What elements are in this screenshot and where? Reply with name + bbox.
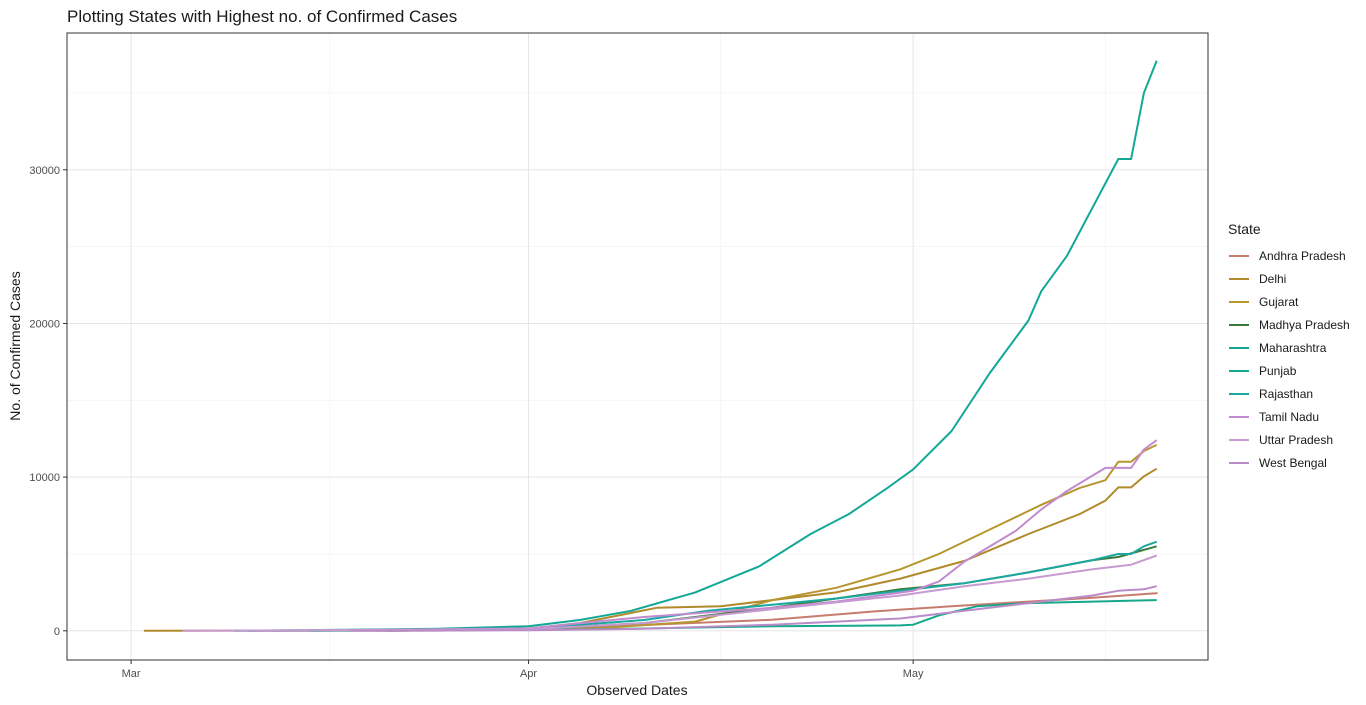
y-axis-title: No. of Confirmed Cases [7, 271, 23, 420]
legend-label: Rajasthan [1259, 387, 1313, 401]
legend: State Andhra Pradesh Delhi Gujarat Madhya P… [1228, 221, 1350, 470]
legend-label: Delhi [1259, 272, 1286, 286]
x-axis-title: Observed Dates [586, 682, 687, 698]
chart-title: Plotting States with Highest no. of Conf… [67, 7, 457, 26]
legend-label: Uttar Pradesh [1259, 433, 1333, 447]
y-tick-label: 0 [54, 626, 60, 638]
legend-label: Maharashtra [1259, 341, 1327, 355]
series-lines [143, 60, 1158, 632]
grid-minor [67, 33, 1208, 660]
legend-label: Tamil Nadu [1259, 410, 1319, 424]
legend-label: Madhya Pradesh [1259, 318, 1350, 332]
legend-label: Punjab [1259, 364, 1297, 378]
y-axis: 0 10000 20000 30000 [29, 165, 67, 638]
series-line-west-bengal [348, 585, 1157, 632]
series-line-uttar-pradesh [182, 554, 1158, 632]
x-tick-label: Mar [122, 668, 141, 680]
legend-title: State [1228, 221, 1261, 237]
y-tick-label: 10000 [29, 472, 60, 484]
legend-label: Andhra Pradesh [1259, 249, 1346, 263]
x-tick-label: May [903, 668, 924, 680]
grid-major [67, 33, 1208, 660]
series-line-rajasthan [310, 540, 1158, 632]
series-line-maharashtra [233, 60, 1158, 632]
series-line-tamil-nadu [246, 439, 1158, 632]
y-tick-label: 20000 [29, 318, 60, 330]
panel-border [66, 32, 1209, 661]
legend-items: Andhra Pradesh Delhi Gujarat Madhya Pradesh… [1229, 249, 1350, 470]
x-tick-label: Apr [520, 668, 537, 680]
x-axis: Mar Apr May [122, 660, 924, 680]
series-line-gujarat [374, 443, 1158, 632]
y-tick-label: 30000 [29, 165, 60, 177]
legend-label: West Bengal [1259, 456, 1327, 470]
legend-label: Gujarat [1259, 295, 1299, 309]
